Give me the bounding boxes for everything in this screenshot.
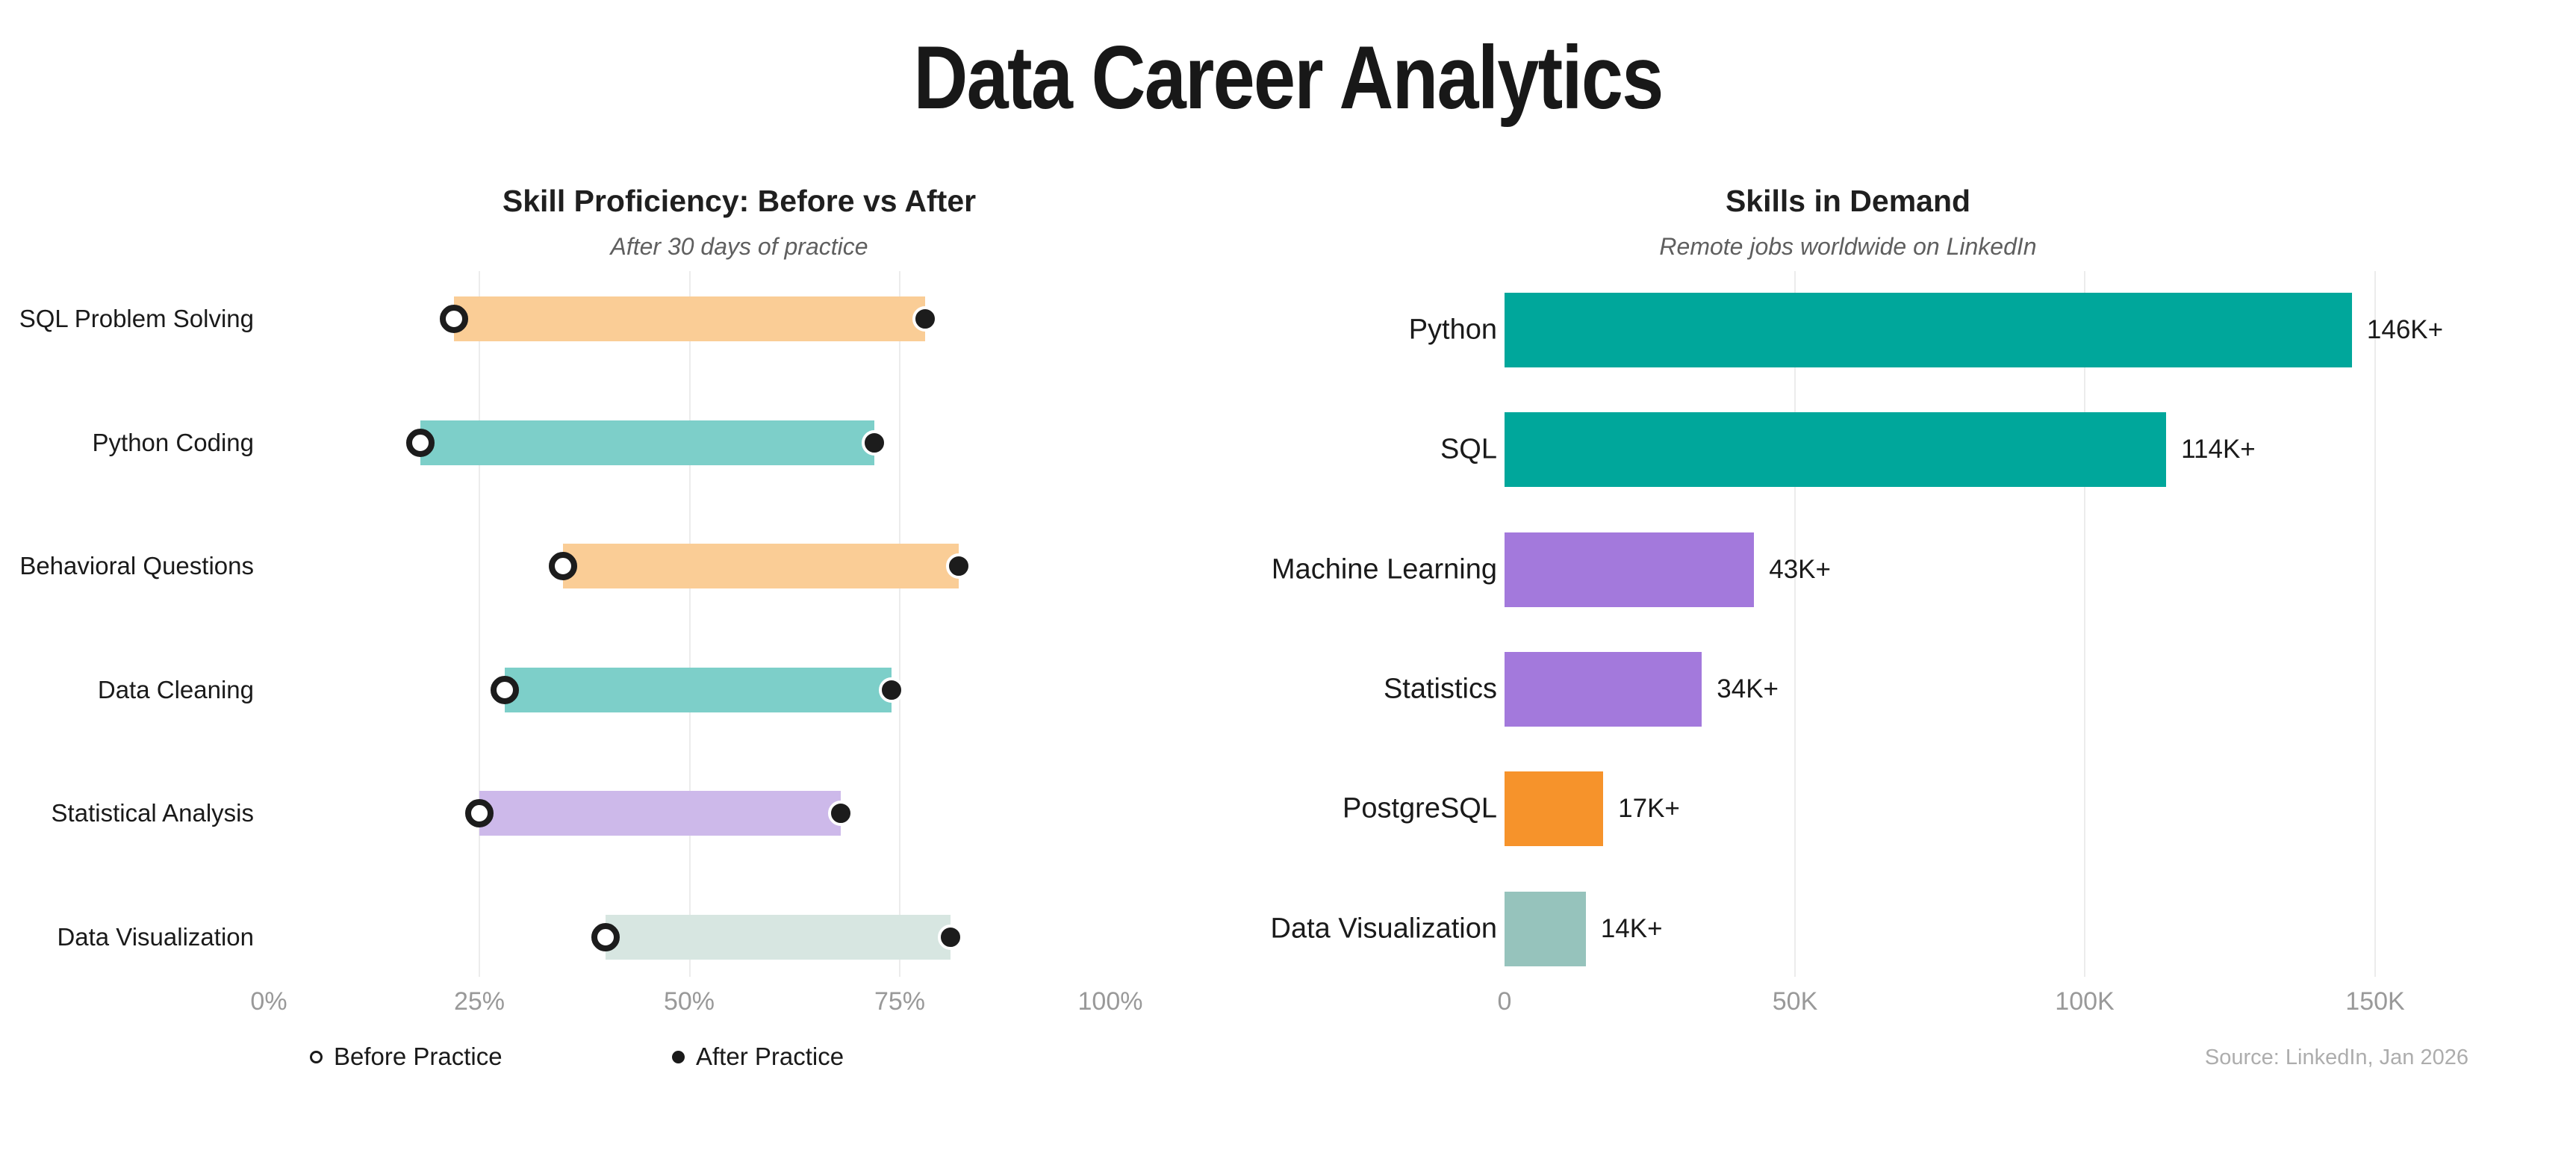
before-practice-dot (439, 305, 468, 333)
left-x-tick-50: 50% (663, 987, 715, 1016)
demand-bar (1505, 293, 2352, 367)
gridline (2084, 271, 2086, 977)
left-x-tick-0: 0% (250, 987, 287, 1016)
before-practice-dot (464, 799, 494, 827)
before-practice-dot (405, 429, 435, 457)
category-label: Data Visualization (1270, 913, 1497, 945)
gridline (478, 271, 480, 977)
legend-item-after-practice: After Practice (672, 1043, 844, 1071)
left-x-tick-100: 100% (1077, 987, 1143, 1016)
source-note: Source: LinkedIn, Jan 2026 (2204, 1046, 2468, 1069)
left-x-tick-25: 25% (453, 987, 505, 1016)
category-label: Data Cleaning (97, 676, 254, 703)
left-chart-title: Skill Proficiency: Before vs After (502, 184, 977, 218)
dumbbell-bar (479, 791, 841, 836)
gridline (2374, 271, 2376, 977)
right-chart-title: Skills in Demand (1725, 184, 1971, 218)
legend-item-before-practice: Before Practice (310, 1043, 503, 1071)
gridline (899, 271, 901, 977)
demand-bar (1505, 771, 1604, 846)
category-label: Machine Learning (1271, 553, 1497, 585)
dumbbell-bar (563, 544, 959, 588)
demand-bar (1505, 412, 2167, 487)
right-x-tick-0: 0 (1497, 987, 1512, 1016)
before-practice-dot (549, 552, 578, 580)
demand-bar (1505, 532, 1755, 607)
gridline (688, 271, 691, 977)
left-x-tick-75: 75% (874, 987, 926, 1016)
after-practice-dot (946, 553, 972, 579)
value-label: 114K+ (2181, 435, 2256, 464)
right-chart-subtitle: Remote jobs worldwide on LinkedIn (1659, 233, 2037, 260)
right-x-tick-100k: 100K (2055, 987, 2115, 1016)
after-practice-dot (878, 677, 904, 703)
dumbbell-bar (504, 668, 892, 712)
before-practice-marker-icon (310, 1050, 323, 1063)
legend-label-before-practice: Before Practice (334, 1043, 503, 1070)
after-practice-dot (862, 430, 888, 456)
value-label: 146K+ (2366, 315, 2444, 344)
after-practice-dot (937, 925, 963, 950)
page-title-text: Data Career Analytics (913, 28, 1664, 128)
category-label: PostgreSQL (1343, 792, 1497, 824)
category-label: Python Coding (92, 429, 254, 456)
category-label: SQL Problem Solving (19, 305, 254, 332)
dumbbell-bar (453, 296, 926, 341)
before-practice-dot (591, 923, 620, 951)
before-practice-dot (490, 676, 519, 704)
category-label: Behavioral Questions (19, 552, 254, 580)
page-title: Data Career Analytics (0, 28, 2576, 127)
gridline (1793, 271, 1796, 977)
after-practice-dot (912, 306, 939, 332)
demand-bar (1505, 652, 1702, 727)
after-practice-dot (828, 801, 854, 826)
after-practice-marker-icon (672, 1050, 685, 1063)
value-label: 14K+ (1600, 914, 1663, 943)
demand-bar (1505, 892, 1586, 966)
value-label: 34K+ (1717, 674, 1779, 703)
left-chart-subtitle: After 30 days of practice (610, 233, 868, 260)
right-x-tick-50k: 50K (1772, 987, 1818, 1016)
category-label: Statistics (1383, 673, 1497, 705)
dumbbell-bar (605, 915, 951, 960)
legend-label-after-practice: After Practice (696, 1043, 844, 1070)
value-label: 17K+ (1618, 794, 1680, 823)
category-label: Python (1408, 314, 1497, 346)
right-x-tick-150k: 150K (2345, 987, 2405, 1016)
category-label: Statistical Analysis (51, 799, 254, 827)
value-label: 43K+ (1769, 555, 1831, 584)
category-label: Data Visualization (57, 923, 254, 951)
category-label: SQL (1440, 433, 1497, 465)
dumbbell-bar (420, 420, 875, 465)
